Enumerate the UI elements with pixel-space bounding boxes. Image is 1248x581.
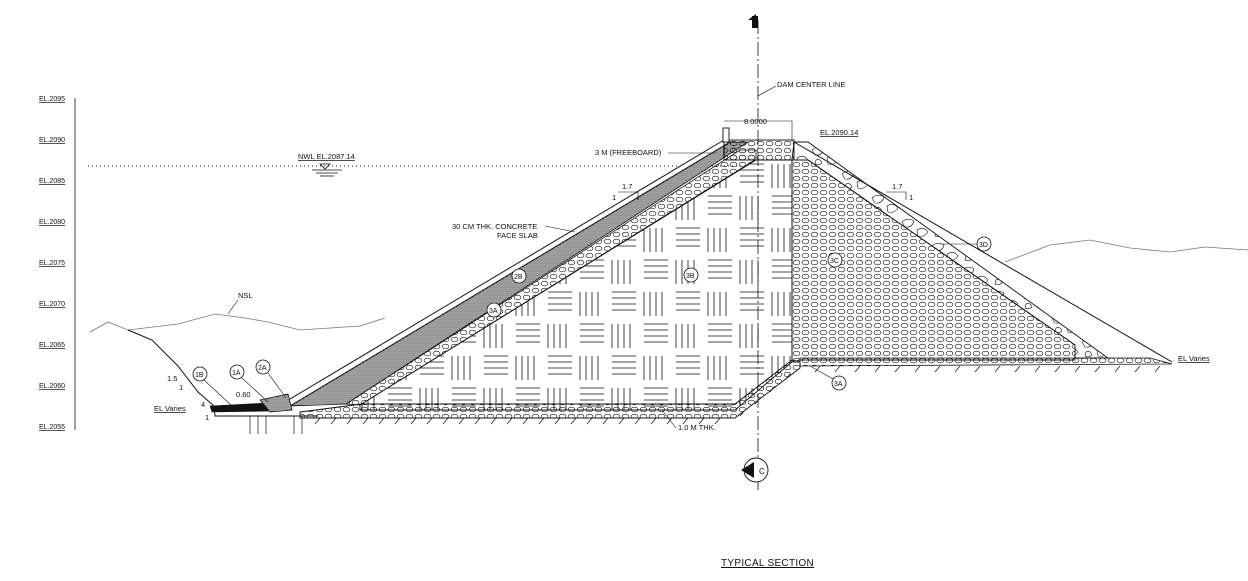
zone-callout-3c: 3C	[827, 252, 843, 268]
elevation-label: EL.2090	[39, 137, 65, 144]
svg-text:3D: 3D	[979, 242, 988, 249]
north-arrow-icon	[748, 14, 758, 28]
zone-callout-1b: 1B	[192, 366, 233, 407]
elevation-label: EL.2060	[39, 383, 65, 390]
excavation-outline-left	[127, 329, 318, 417]
elevation-label: EL.2065	[39, 342, 65, 349]
downstream-slope-h: 1.7	[892, 182, 902, 191]
nwl-label: NWL EL.2087.14	[298, 152, 355, 161]
svg-text:3A: 3A	[489, 308, 498, 315]
elevation-scale: EL.2095 EL.2090 EL.2085 EL.2080 EL.2075 …	[39, 96, 76, 431]
elevation-label: EL.2075	[39, 260, 65, 267]
natural-surface-line-left	[89, 313, 386, 333]
face-slab-label-line1: 30 CM THK. CONCRETE	[452, 222, 537, 231]
zone-callout-2a: 2A	[255, 359, 287, 399]
elevation-label: EL.2080	[39, 219, 65, 226]
downstream-slope-line	[793, 141, 1173, 363]
elevation-label: EL.2085	[39, 178, 65, 185]
dam-center-line-leader	[757, 85, 777, 97]
nsl-leader	[227, 299, 239, 315]
freeboard-label: 3 M (FREEBOARD)	[595, 148, 662, 157]
downstream-slope-indicator	[886, 191, 907, 200]
crest-width-label: 8.0000	[744, 117, 767, 126]
face-slab-label-line2: FACE SLAB	[497, 231, 538, 240]
thickness-label: 1.0 M THK.	[678, 423, 716, 432]
el-varies-right-label: EL Varies	[1178, 354, 1210, 363]
zone-callout-3a-upstream: 3A	[486, 302, 502, 318]
zone-callout-2b: 2B	[511, 268, 527, 284]
upstream-slope-h: 1.7	[622, 182, 632, 191]
dam-center-line-label: DAM CENTER LINE	[777, 80, 845, 89]
zone-3b-body	[359, 159, 793, 411]
svg-text:1A: 1A	[232, 370, 241, 377]
svg-text:3A: 3A	[834, 381, 843, 388]
zone-3d-downstream	[791, 141, 1110, 359]
elevation-label: EL.2095	[39, 96, 65, 103]
thickness-leader	[661, 409, 677, 429]
elevation-label: EL.2055	[39, 424, 65, 431]
zone-3a-downstream-drain	[799, 357, 1173, 367]
water-level-symbol	[312, 163, 342, 177]
toe-v-label: 1	[205, 413, 209, 422]
zone-callout-3d: 3D	[940, 236, 992, 252]
svg-text:3C: 3C	[830, 258, 839, 265]
drawing-title: TYPICAL SECTION	[721, 558, 814, 569]
face-slab-leader	[544, 225, 576, 233]
upstream-slope-indicator	[618, 191, 639, 200]
toe-zone-1b	[209, 402, 273, 413]
zone-callout-3b: 3B	[683, 267, 699, 283]
foundation-hatch	[249, 365, 1161, 434]
svg-text:3B: 3B	[686, 273, 695, 280]
upstream-slope-v: 1	[612, 193, 616, 202]
crest-parapet	[722, 127, 730, 143]
elevation-label: EL.2070	[39, 301, 65, 308]
zone-callout-3a-downstream: 3A	[809, 365, 847, 391]
svg-text:1B: 1B	[195, 372, 204, 379]
toe-height-label: 4	[201, 400, 205, 409]
svg-text:2A: 2A	[258, 365, 267, 372]
left-slope-h: 1.5	[167, 374, 177, 383]
downstream-slope-v: 1	[909, 193, 913, 202]
dam-crest	[723, 139, 795, 161]
section-marker-label: C	[759, 467, 765, 476]
natural-surface-line-right	[1004, 239, 1248, 263]
dim-060-label: 0.60	[236, 390, 251, 399]
section-marker: C	[741, 457, 769, 483]
svg-text:2B: 2B	[514, 274, 523, 281]
el-varies-left-label: EL Varies	[154, 404, 186, 413]
toe-zone-1a	[259, 393, 293, 413]
nsl-label: NSL	[238, 291, 253, 300]
left-slope-v: 1	[179, 383, 183, 392]
zone-callout-1a: 1A	[229, 364, 269, 403]
crest-elevation-label: EL.2090.14	[820, 128, 858, 137]
